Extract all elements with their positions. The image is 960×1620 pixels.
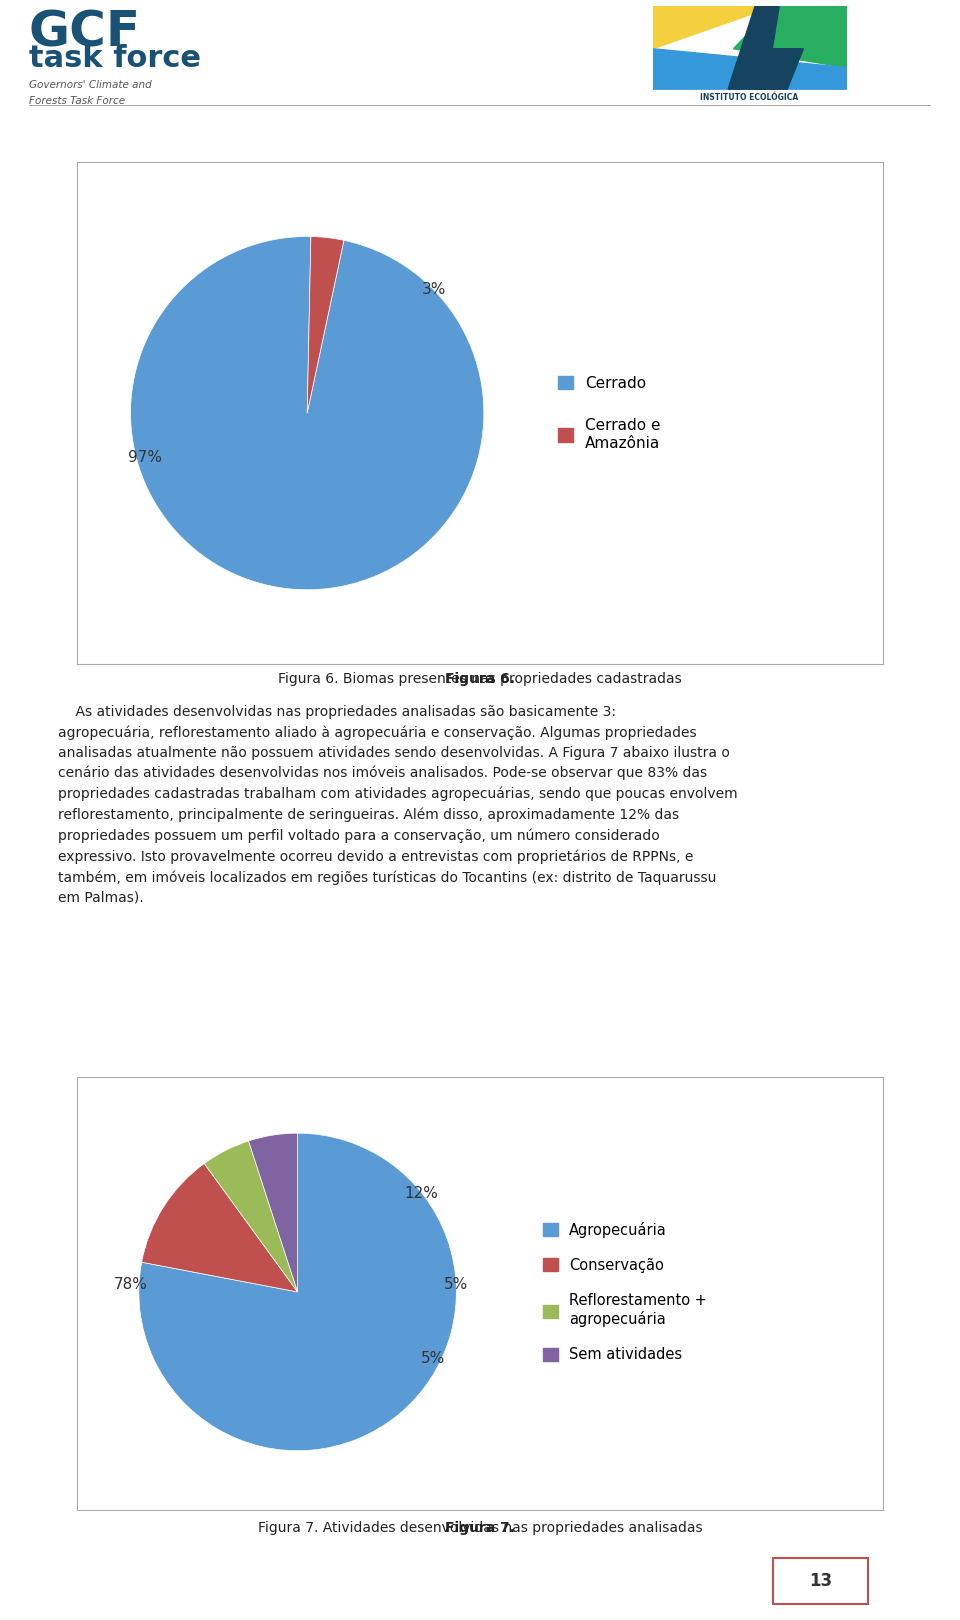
Polygon shape <box>755 49 804 89</box>
Wedge shape <box>142 1163 298 1293</box>
Text: Figura 7.: Figura 7. <box>445 1521 515 1534</box>
Text: 13: 13 <box>809 1571 832 1591</box>
Text: 5%: 5% <box>420 1351 444 1366</box>
Wedge shape <box>204 1140 298 1293</box>
Wedge shape <box>307 237 344 413</box>
Text: Forests Task Force: Forests Task Force <box>29 96 125 105</box>
FancyBboxPatch shape <box>653 6 847 89</box>
Polygon shape <box>653 49 847 89</box>
Text: As atividades desenvolvidas nas propriedades analisadas são basicamente 3:
agrop: As atividades desenvolvidas nas propried… <box>58 705 737 904</box>
Text: 3%: 3% <box>422 282 446 296</box>
Text: Figura 6.: Figura 6. <box>445 672 515 685</box>
Text: Figura 7. Atividades desenvolvidas nas propriedades analisadas: Figura 7. Atividades desenvolvidas nas p… <box>257 1521 703 1534</box>
Wedge shape <box>131 237 484 590</box>
Legend: Cerrado, Cerrado e
Amazônia: Cerrado, Cerrado e Amazônia <box>558 376 660 450</box>
Wedge shape <box>249 1134 298 1293</box>
Text: 78%: 78% <box>114 1277 148 1291</box>
Polygon shape <box>733 6 847 68</box>
Legend: Agropecuária, Conservação, Reflorestamento +
agropecuária, Sem atividades: Agropecuária, Conservação, Reflorestamen… <box>543 1221 708 1362</box>
Wedge shape <box>139 1134 456 1450</box>
FancyBboxPatch shape <box>774 1558 869 1604</box>
Text: 97%: 97% <box>128 450 161 465</box>
Text: Governors' Climate and: Governors' Climate and <box>29 79 152 89</box>
Text: INSTITUTO ECOLÓGICA: INSTITUTO ECOLÓGICA <box>701 92 799 102</box>
Text: Figura 6. Biomas presentes nas propriedades cadastradas: Figura 6. Biomas presentes nas proprieda… <box>278 672 682 685</box>
Text: task force: task force <box>29 44 201 73</box>
Polygon shape <box>728 6 780 89</box>
Polygon shape <box>653 6 774 89</box>
Text: 12%: 12% <box>404 1186 439 1200</box>
Text: GCF: GCF <box>29 8 141 57</box>
Text: 5%: 5% <box>444 1277 468 1291</box>
